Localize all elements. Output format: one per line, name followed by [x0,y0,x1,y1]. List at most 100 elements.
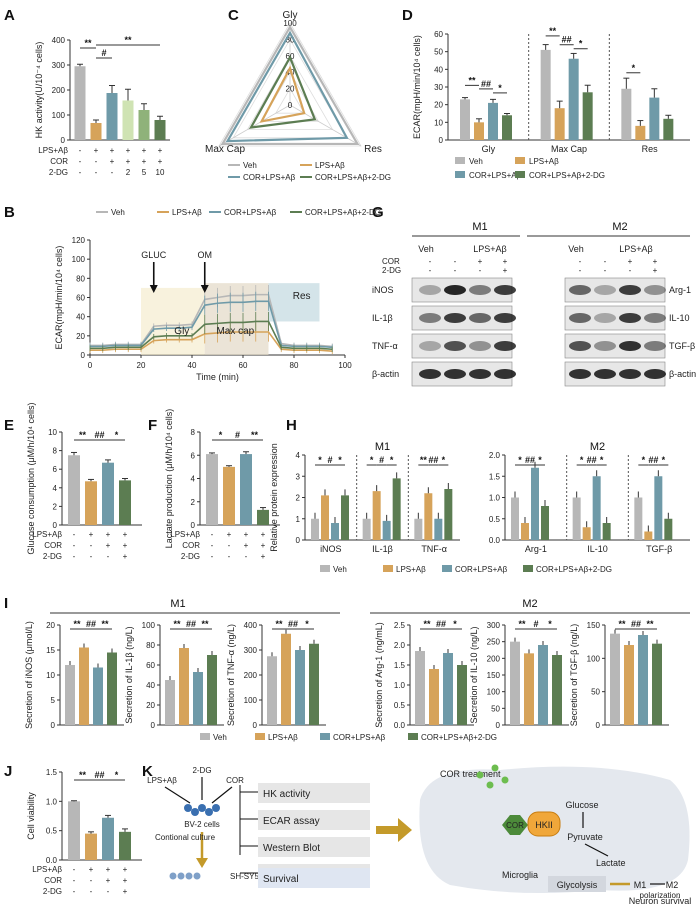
c-grid-ring [218,22,362,147]
d-bar [488,102,498,140]
k-glucose-label: Glucose [565,800,598,810]
h2-title: M2 [590,441,605,453]
k-shsy5y-label: SH-SY5Y cells [230,872,282,881]
g-band [619,369,641,379]
b-legend-label: COR+LPS+Aβ+2-DG [305,208,381,217]
i2-ytick-label: 400 [244,621,258,630]
j-row-sign: + [123,865,128,874]
d-bar [582,92,593,140]
h2-ytick-label: 0.0 [489,536,501,545]
e-row-sign: - [73,541,76,550]
j-row-sign: + [123,887,128,896]
g-cor-sign: + [628,257,633,266]
d-ytick-label: 40 [434,65,443,74]
d-bar [460,99,470,140]
e-y-axis-title: Glucose consumption (μM/h/10⁴ cells) [26,402,36,554]
i1-bar [165,680,175,725]
e-ytick-label: 6 [53,465,58,474]
i-legend-swatch [408,733,418,740]
i3-ytick-label: 0.5 [394,701,406,710]
f-row-sign: + [244,541,249,550]
b-xtick-label: 20 [137,361,146,370]
g-band [444,369,466,379]
b-xtick-label: 0 [88,361,93,370]
panel-label-g: G [372,204,384,221]
i-legend-label: COR+LPS+Aβ [333,733,386,742]
k-lactate-label: Lactate [596,858,626,868]
k-assay-box [258,810,370,830]
e-ytick-label: 0 [53,521,58,530]
i5-sig: ** [618,619,626,629]
k-conditional-arrow-head [196,858,208,868]
i3-sig: ** [423,619,431,629]
i0-ytick-label: 20 [46,621,55,630]
i0-sig: ## [86,619,96,629]
panel-a-chart: 0 100 200 300 400 HK activity(U/10⁻⁴ cells) **… [34,35,170,177]
h1-sig: # [379,455,384,465]
c-rtick-label: 0 [288,101,293,110]
i3-bar [443,653,453,725]
h1-bar [341,495,349,540]
i4-ytick-label: 200 [487,654,501,663]
g-band [494,341,516,351]
h2-bar [511,497,519,540]
h1-bar [414,518,423,540]
c-axis-label: Max Cap [205,144,245,155]
i2-bar [309,643,319,725]
k-lps-label: LPS+Aβ [147,776,177,785]
f-ytick-label: 0 [191,521,196,530]
j-row-sign: + [106,865,111,874]
i3-ytick-label: 0.0 [394,721,406,730]
i5-y-axis-title: Secretion of TGF-β (ng/L) [569,624,579,727]
i5-ytick-label: 50 [591,688,600,697]
h1-bar [321,495,329,540]
a-row-sign: - [79,157,82,166]
g-dg-sign: - [629,266,632,275]
i0-sig: ** [101,619,109,629]
d-bar [540,49,551,140]
f-row-sign: + [261,552,266,561]
i2-bar [281,633,291,725]
g-band [469,369,491,379]
e-sig: ** [79,430,87,440]
i3-y-axis-title: Secretion of Arg-1 (ng/mL) [374,622,384,728]
g-band [419,341,441,351]
h-legend-swatch [320,565,330,572]
g-band [469,313,491,323]
a-ytick-label: 100 [52,111,66,120]
g-band [569,341,591,351]
g-band [594,341,616,351]
h-legend-swatch [442,565,452,572]
c-series-polygon [248,54,317,129]
i0-ytick-label: 0 [51,721,56,730]
g-band [594,369,616,379]
f-row-sign: - [228,552,231,561]
d-sig: * [498,83,502,93]
g-band [644,285,666,295]
k-glycolysis-box [548,876,606,892]
k-neuron-survival-label: Neuron survival [629,896,692,906]
a-row-sign: - [79,168,82,177]
b-ytick-label: 120 [72,236,86,245]
a-row-sign: + [126,157,131,166]
panel-k-scheme: LPS+Aβ 2-DG COR BV-2 cells Contional culture… [147,764,692,906]
e-row-label: LPS+Aβ [32,530,62,539]
a-bar [154,120,166,140]
h1-ytick-label: 3 [296,472,301,481]
panel-label-k: K [142,763,153,780]
g-dg-sign: - [429,266,432,275]
i-legend-label: Veh [213,733,227,742]
i0-ytick-label: 15 [46,646,55,655]
e-row-sign: - [107,552,110,561]
bv2-cell-icon [205,808,213,816]
h2-category-label: TGF-β [646,544,672,554]
a-row-label: 2-DG [49,168,68,177]
i1-ytick-label: 80 [146,641,155,650]
b-region-label: Gly [174,326,189,337]
h1-ytick-label: 4 [296,451,301,460]
g-lps-label: LPS+Aβ [473,244,506,254]
i0-y-axis-title: Secretion of iNOS (μmol/L) [24,621,34,729]
i1-y-axis-title: Secretion of IL-1β (ng/L) [124,626,134,723]
i0-ytick-label: 10 [46,671,55,680]
c-rtick-label: 40 [286,68,295,77]
